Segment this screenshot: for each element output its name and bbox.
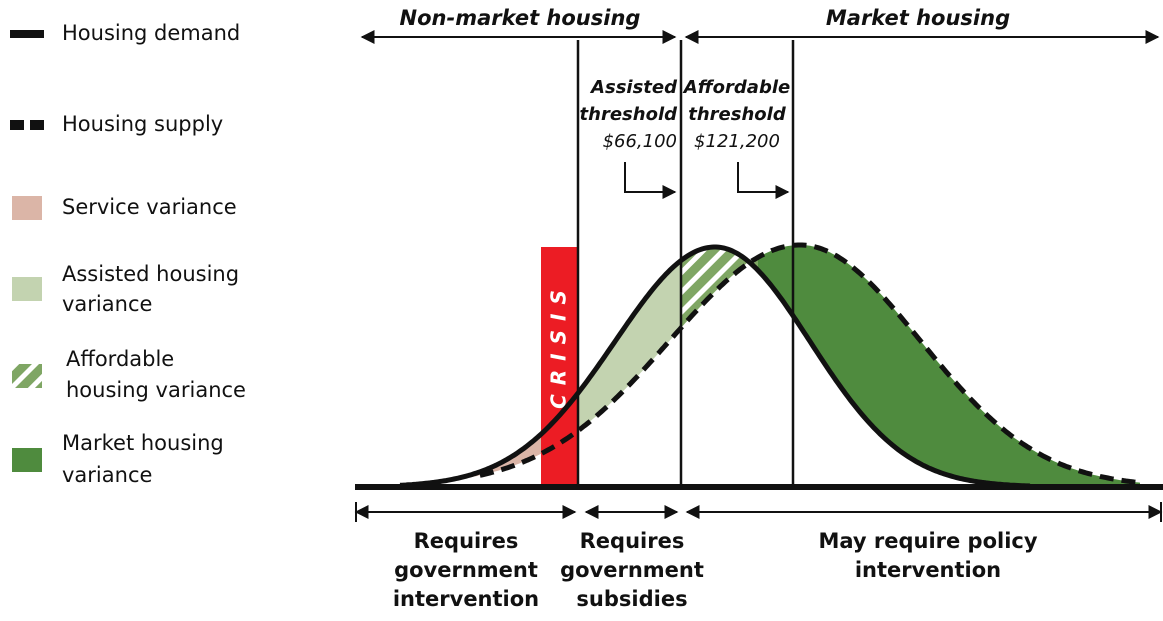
variance-area: [578, 259, 682, 431]
threshold-title: threshold: [688, 104, 787, 125]
demand-curve: [399, 244, 1031, 489]
crisis-label: CRISIS: [547, 281, 571, 409]
legend-icon: [12, 448, 42, 472]
legend: Housing demand Housing supply Service vari…: [10, 21, 246, 487]
legend-label: Assisted housing: [62, 262, 239, 286]
legend-label: variance: [62, 292, 152, 316]
legend-icon: [12, 196, 42, 220]
bottom-labels: Requires government intervention Requires go…: [393, 529, 1038, 611]
legend-label: Market housing: [62, 431, 224, 455]
bottom-label: Requires: [580, 529, 685, 553]
bottom-label: subsidies: [576, 587, 687, 611]
crisis-bar: [541, 247, 578, 487]
bottom-label: Requires: [414, 529, 519, 553]
legend-icon: [12, 277, 42, 301]
threshold-arrow: [624, 162, 677, 199]
legend-icon: [10, 30, 44, 38]
bottom-label: May require policy: [818, 529, 1037, 553]
threshold-amount: $66,100: [603, 131, 677, 152]
top-label: Non-market housing: [400, 6, 641, 30]
legend-label: variance: [62, 463, 152, 487]
legend-label: Affordable: [66, 347, 174, 371]
bottom-label: intervention: [855, 558, 1001, 582]
curves: [399, 242, 1141, 489]
legend-icon: [12, 364, 42, 388]
bottom-label: government: [394, 558, 538, 582]
supply-curve: [479, 242, 1141, 486]
threshold-title: threshold: [580, 104, 679, 125]
variance-area: [400, 433, 542, 486]
legend-label: Service variance: [62, 195, 237, 219]
legend-icon: [10, 120, 24, 130]
threshold-title: Assisted: [589, 77, 678, 98]
legend-label: Housing supply: [62, 112, 223, 136]
threshold-title: Affordable: [682, 77, 790, 98]
threshold-arrow: [737, 162, 790, 199]
legend-icon: [30, 120, 44, 130]
legend-label: Housing demand: [62, 21, 240, 45]
bottom-label: government: [560, 558, 704, 582]
bottom-label: intervention: [393, 587, 539, 611]
legend-label: housing variance: [66, 378, 246, 402]
top-label: Market housing: [826, 6, 1010, 30]
variance-area: [758, 245, 1140, 487]
threshold-amount: $121,200: [694, 131, 780, 152]
